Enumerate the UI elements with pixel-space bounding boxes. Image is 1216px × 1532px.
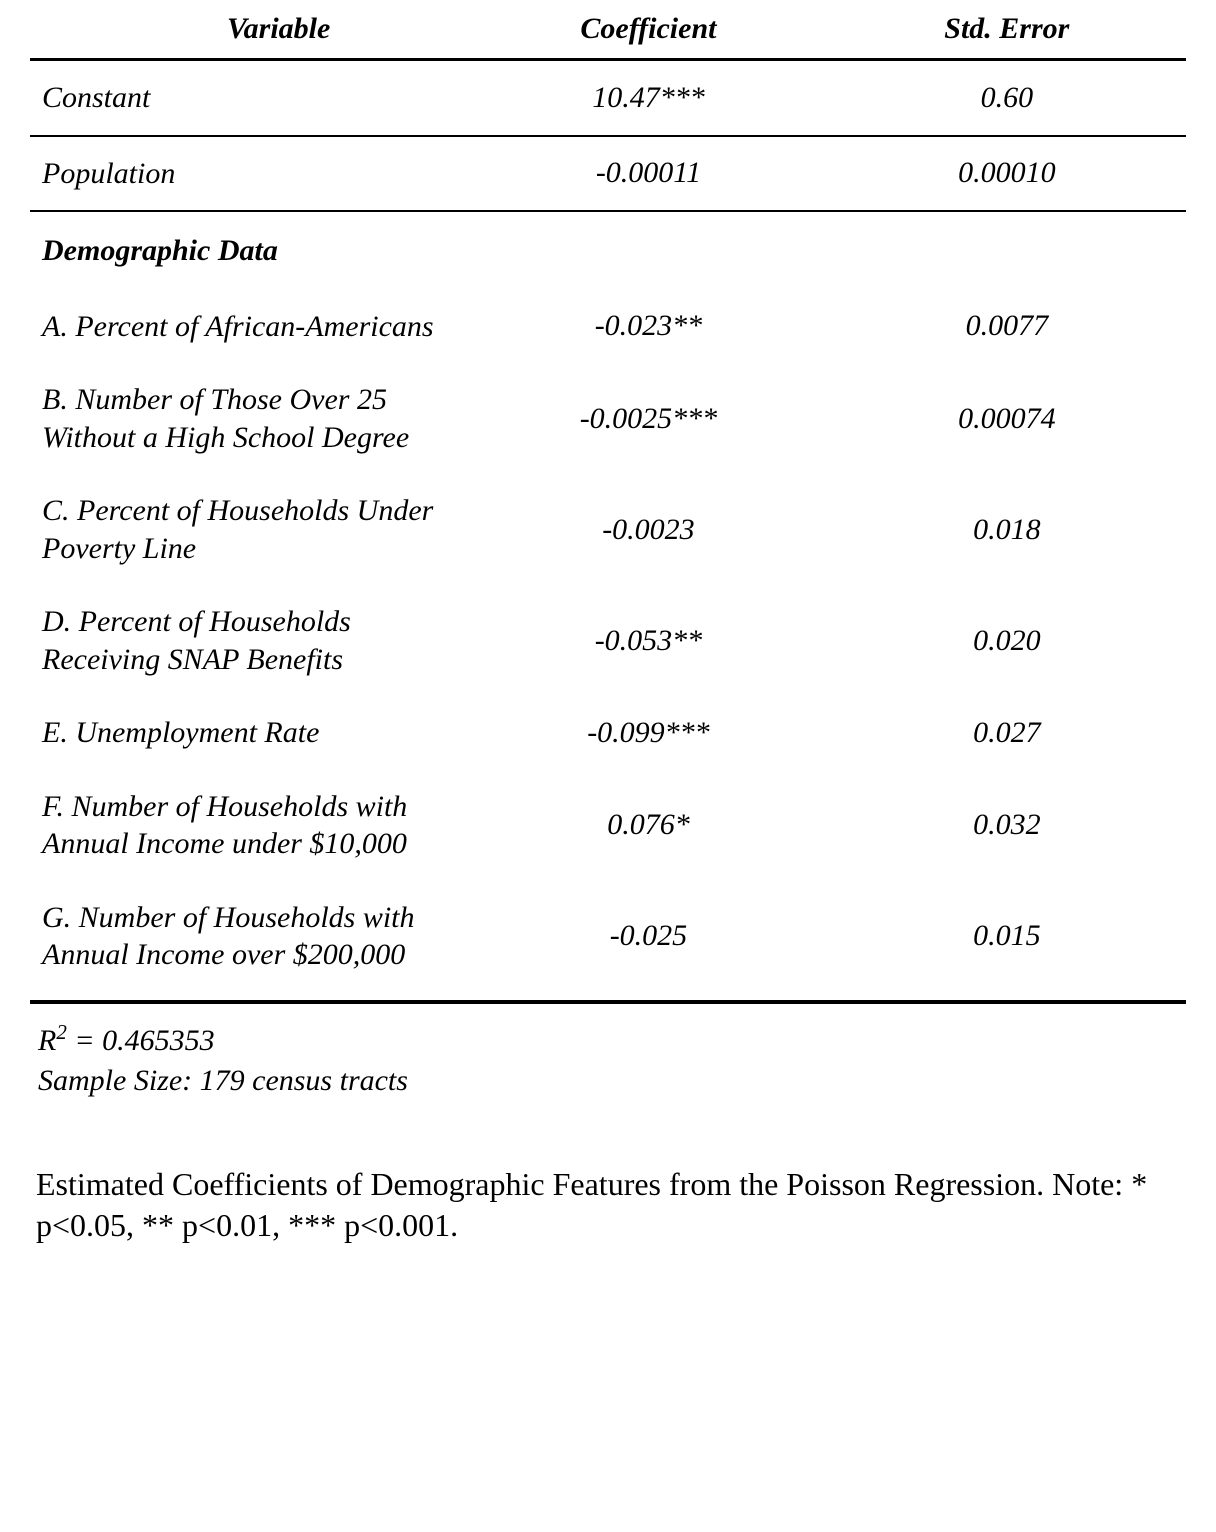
table-footer-stats: R2 = 0.465353 Sample Size: 179 census tr… (30, 1004, 1186, 1104)
se-demo-f: 0.032 (828, 770, 1186, 881)
se-demo-a: 0.0077 (828, 290, 1186, 364)
col-header-coefficient: Coefficient (469, 8, 827, 60)
coef-demo-f: 0.076* (469, 770, 827, 881)
col-header-variable: Variable (30, 8, 469, 60)
coef-demo-a: -0.023** (469, 290, 827, 364)
coef-demo-b: -0.0025*** (469, 363, 827, 474)
sample-size-line: Sample Size: 179 census tracts (38, 1061, 1180, 1102)
coef-constant: 10.47*** (469, 60, 827, 136)
row-constant: Constant 10.47*** 0.60 (30, 60, 1186, 136)
label-population: Population (30, 136, 469, 212)
label-demo-b: B. Number of Those Over 25 Without a Hig… (30, 363, 469, 474)
se-constant: 0.60 (828, 60, 1186, 136)
row-demo-d: D. Percent of Households Receiving SNAP … (30, 585, 1186, 696)
coef-demo-e: -0.099*** (469, 696, 827, 770)
row-demo-c: C. Percent of Households Under Poverty L… (30, 474, 1186, 585)
row-demo-g: G. Number of Households with Annual Inco… (30, 881, 1186, 1002)
r-squared-superscript: 2 (56, 1020, 67, 1044)
coef-demo-g: -0.025 (469, 881, 827, 1002)
label-demo-d: D. Percent of Households Receiving SNAP … (30, 585, 469, 696)
coef-population: -0.00011 (469, 136, 827, 212)
row-demo-f: F. Number of Households with Annual Inco… (30, 770, 1186, 881)
se-demo-b: 0.00074 (828, 363, 1186, 474)
r-squared-value: = 0.465353 (67, 1024, 215, 1057)
col-header-stderror: Std. Error (828, 8, 1186, 60)
section-heading-row: Demographic Data (30, 211, 1186, 290)
se-demo-e: 0.027 (828, 696, 1186, 770)
label-demo-f: F. Number of Households with Annual Inco… (30, 770, 469, 881)
r-squared-prefix: R (38, 1024, 56, 1057)
table-header-row: Variable Coefficient Std. Error (30, 8, 1186, 60)
r-squared-line: R2 = 0.465353 (38, 1018, 1180, 1062)
row-demo-b: B. Number of Those Over 25 Without a Hig… (30, 363, 1186, 474)
coef-demo-d: -0.053** (469, 585, 827, 696)
se-demo-c: 0.018 (828, 474, 1186, 585)
label-demo-c: C. Percent of Households Under Poverty L… (30, 474, 469, 585)
se-demo-g: 0.015 (828, 881, 1186, 1002)
row-demo-e: E. Unemployment Rate -0.099*** 0.027 (30, 696, 1186, 770)
se-population: 0.00010 (828, 136, 1186, 212)
section-heading: Demographic Data (30, 211, 1186, 290)
regression-table-page: Variable Coefficient Std. Error Constant… (0, 0, 1216, 1277)
row-demo-a: A. Percent of African-Americans -0.023**… (30, 290, 1186, 364)
label-demo-a: A. Percent of African-Americans (30, 290, 469, 364)
regression-table: Variable Coefficient Std. Error Constant… (30, 8, 1186, 1004)
coef-demo-c: -0.0023 (469, 474, 827, 585)
row-population: Population -0.00011 0.00010 (30, 136, 1186, 212)
se-demo-d: 0.020 (828, 585, 1186, 696)
label-demo-g: G. Number of Households with Annual Inco… (30, 881, 469, 1002)
table-caption: Estimated Coefficients of Demographic Fe… (30, 1104, 1186, 1247)
label-demo-e: E. Unemployment Rate (30, 696, 469, 770)
label-constant: Constant (30, 60, 469, 136)
